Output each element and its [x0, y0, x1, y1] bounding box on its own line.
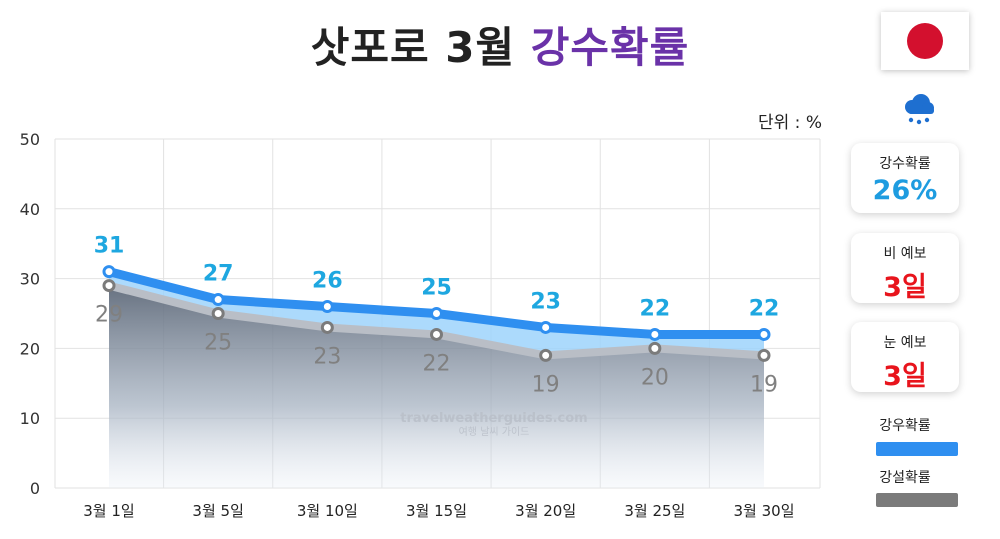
y-tick-label: 50 — [20, 130, 40, 149]
y-tick-label: 0 — [30, 479, 40, 498]
rain-point — [211, 293, 225, 307]
snow-point — [648, 341, 662, 355]
card-precip-value: 26% — [872, 175, 938, 206]
rain-data-label: 23 — [530, 289, 561, 314]
x-tick-label: 3월 1일 — [83, 502, 134, 520]
card-precip-probability: 강수확률 26% — [851, 143, 959, 213]
rain-data-label: 27 — [203, 262, 234, 287]
rain-cloud-icon — [905, 94, 934, 125]
rain-point — [102, 265, 116, 279]
flag-sun — [907, 23, 943, 59]
rain-data-label: 22 — [640, 296, 671, 321]
snow-data-label: 29 — [95, 303, 123, 328]
rain-point — [648, 327, 662, 341]
rain-point — [757, 327, 771, 341]
snow-area — [109, 285, 764, 488]
rain-data-label: 25 — [421, 276, 452, 301]
snow-data-label: 20 — [641, 365, 669, 390]
card-precip-label: 강수확률 — [879, 156, 931, 172]
card-rain-forecast: 비 예보 3일 — [851, 233, 959, 303]
rain-point — [430, 307, 443, 320]
rain-data-label: 26 — [312, 269, 343, 294]
snow-point — [102, 279, 116, 293]
card-rain-value: 3일 — [883, 272, 927, 303]
japan-flag-icon — [881, 12, 969, 70]
legend-snow-label: 강설확률 — [879, 470, 931, 486]
rain-data-label: 22 — [749, 296, 780, 321]
card-snow-value: 3일 — [883, 361, 927, 392]
snow-data-label: 23 — [313, 344, 341, 369]
watermark-site: travelweatherguides.com — [400, 411, 587, 426]
y-tick-label: 20 — [20, 339, 40, 358]
rain-point — [539, 320, 553, 334]
y-tick-label: 30 — [20, 270, 40, 289]
title-accent: 강수확률 — [530, 23, 690, 72]
card-rain-label: 비 예보 — [883, 246, 927, 262]
x-tick-label: 3월 20일 — [515, 502, 576, 520]
snow-data-label: 19 — [750, 372, 778, 397]
snow-data-label: 25 — [204, 331, 232, 356]
x-tick-label: 3월 15일 — [406, 502, 467, 520]
precipitation-chart: 31 27 26 25 23 22 22 29 25 23 22 19 20 19 0 10 20 30 40 50… — [20, 130, 821, 520]
rain-point — [320, 300, 334, 314]
legend-rain-swatch — [876, 442, 958, 456]
snow-point — [320, 320, 334, 334]
snow-data-label: 19 — [532, 372, 560, 397]
x-tick-label: 3월 10일 — [297, 502, 358, 520]
rain-data-label: 31 — [94, 234, 125, 259]
snow-point — [211, 307, 225, 320]
x-tick-label: 3월 25일 — [624, 502, 685, 520]
legend-rain-label: 강우확률 — [879, 418, 931, 434]
y-tick-label: 40 — [20, 200, 40, 219]
y-tick-label: 10 — [20, 409, 40, 428]
legend-snow-swatch — [876, 493, 958, 507]
card-snow-label: 눈 예보 — [883, 335, 927, 351]
snow-point — [757, 348, 771, 362]
card-snow-forecast: 눈 예보 3일 — [851, 322, 959, 392]
snow-point — [430, 327, 443, 341]
unit-label: 단위 : % — [758, 113, 822, 133]
snow-data-label: 22 — [423, 351, 451, 376]
x-tick-label: 3월 5일 — [192, 502, 243, 520]
watermark-subtitle: 여행 날씨 가이드 — [459, 426, 530, 438]
page-title: 삿포로 3월 강수확률 — [0, 14, 1000, 75]
x-tick-label: 3월 30일 — [734, 502, 795, 520]
snow-point — [539, 348, 553, 362]
title-main: 삿포로 3월 — [310, 23, 516, 72]
